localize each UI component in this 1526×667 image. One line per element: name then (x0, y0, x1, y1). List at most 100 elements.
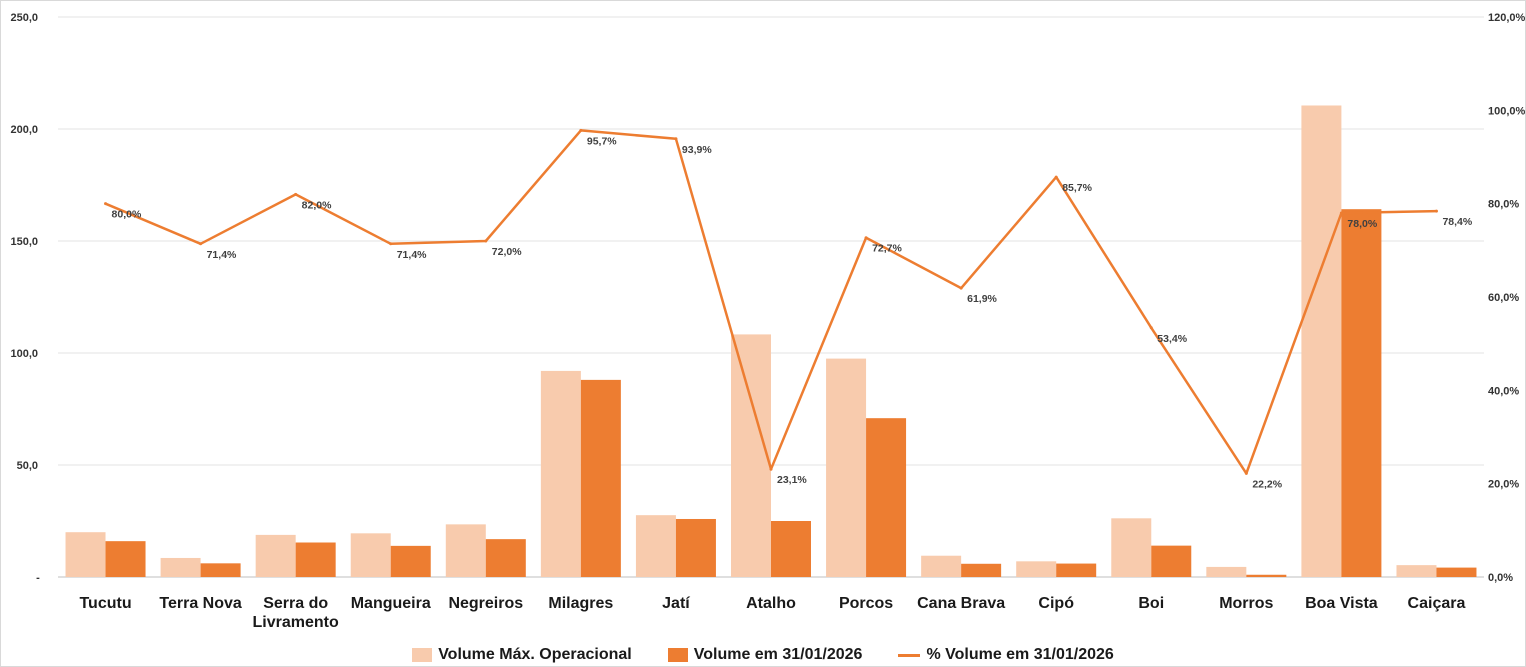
x-category-label: Atalho (746, 595, 796, 612)
data-label-percent: 72,0% (492, 246, 522, 258)
y-right-tick-label: 40,0% (1488, 385, 1519, 397)
data-label-percent: 78,4% (1442, 216, 1472, 228)
bar-max-volume (921, 555, 962, 577)
bar-current-volume (1246, 574, 1287, 577)
bar-current-volume (1151, 545, 1192, 577)
data-label-percent: 61,9% (967, 293, 997, 305)
y-left-tick-label: 250,0 (10, 12, 38, 24)
data-label-percent: 95,7% (587, 135, 617, 147)
y-right-tick-label: 0,0% (1488, 572, 1513, 584)
bar-max-volume (160, 557, 201, 577)
y-left-tick-label: 50,0 (17, 460, 38, 472)
bar-max-volume (826, 358, 867, 577)
x-category-label: Caiçara (1408, 595, 1466, 612)
line-point (864, 236, 868, 240)
line-point (294, 192, 298, 196)
data-label-percent: 71,4% (397, 249, 427, 261)
data-label-percent: 23,1% (777, 474, 807, 486)
bar-current-volume (1341, 209, 1382, 577)
bar-max-volume (540, 370, 581, 577)
legend-item-max-volume: Volume Máx. Operacional (412, 646, 632, 664)
bar-max-volume (65, 532, 106, 577)
y-right-tick-label: 100,0% (1488, 105, 1526, 117)
bar-max-volume (1016, 561, 1057, 577)
data-label-percent: 82,0% (302, 199, 332, 211)
data-labels: 80,0% 71,4% 82,0% 71,4% 72,0% 95,7% 93,9% 23,1%… (112, 135, 1473, 490)
bar-max-volume (635, 515, 676, 577)
x-category-label: Mangueira (351, 595, 431, 612)
y-left-tick-label: 100,0 (10, 348, 38, 360)
x-category-label: Milagres (548, 595, 613, 612)
x-category-label: Morros (1219, 595, 1273, 612)
bar-series (65, 105, 1477, 577)
bar-current-volume (675, 518, 716, 577)
line-point (1054, 175, 1058, 179)
data-label-percent: 93,9% (682, 144, 712, 156)
bar-current-volume (390, 545, 431, 577)
x-category-label: Terra Nova (159, 595, 242, 612)
bar-current-volume (961, 563, 1002, 577)
bar-current-volume (580, 379, 621, 577)
bar-max-volume (255, 534, 296, 577)
bar-current-volume (105, 541, 146, 577)
line-point (579, 128, 583, 132)
legend-label-percent-volume: % Volume em 31/01/2026 (926, 646, 1114, 663)
legend-item-percent-volume: % Volume em 31/01/2026 (898, 646, 1114, 664)
data-label-percent: 71,4% (207, 249, 237, 261)
y-left-tick-label: - (36, 572, 40, 584)
data-label-percent: 78,0% (1347, 218, 1377, 230)
bar-max-volume (731, 334, 771, 577)
data-label-percent: 22,2% (1252, 478, 1282, 490)
bar-max-volume (1396, 565, 1437, 577)
x-axis-categories: Tucutu Terra Nova Serra do Livramento Mangue… (79, 595, 1465, 631)
x-category-label: Boi (1138, 595, 1164, 612)
y-left-tick-label: 150,0 (10, 236, 38, 248)
legend-swatch-percent-volume (898, 653, 921, 657)
line-point (199, 242, 203, 246)
line-point (104, 202, 108, 206)
bar-current-volume (1056, 563, 1097, 577)
line-point (959, 286, 963, 290)
line-point (389, 242, 393, 246)
x-category-label: Negreiros (448, 595, 523, 612)
y-right-tick-label: 120,0% (1488, 12, 1526, 24)
line-point (1339, 211, 1343, 215)
bar-max-volume (1206, 566, 1247, 577)
data-label-percent: 85,7% (1062, 182, 1092, 194)
legend-label-current-volume: Volume em 31/01/2026 (693, 646, 863, 663)
legend-swatch-max-volume (412, 648, 433, 662)
line-point (484, 239, 488, 243)
bar-current-volume (1436, 567, 1477, 577)
data-label-percent: 72,7% (872, 243, 902, 255)
y-axis-left: - 50,0 100,0 150,0 200,0 250,0 (10, 12, 40, 584)
line-point (769, 467, 773, 471)
line-point (1434, 209, 1438, 213)
line-point (1244, 471, 1248, 475)
y-right-tick-label: 20,0% (1488, 479, 1519, 491)
bar-max-volume (350, 533, 391, 577)
bar-current-volume (866, 418, 907, 577)
data-label-percent: 53,4% (1157, 333, 1187, 345)
legend-label-max-volume: Volume Máx. Operacional (438, 646, 632, 663)
bar-max-volume (1301, 105, 1342, 577)
x-category-label: Tucutu (79, 595, 131, 612)
bar-current-volume (485, 539, 526, 577)
y-axis-right: 0,0% 20,0% 40,0% 60,0% 80,0% 100,0% 120,0% (1488, 12, 1526, 584)
x-category-label: Serra do Livramento (253, 595, 339, 631)
x-category-label: Cana Brava (917, 595, 1005, 612)
y-right-tick-label: 60,0% (1488, 292, 1519, 304)
bar-max-volume (445, 524, 486, 577)
bar-max-volume (1111, 518, 1152, 577)
legend-item-current-volume: Volume em 31/01/2026 (667, 646, 863, 664)
x-category-label: Porcos (839, 595, 893, 612)
bar-current-volume (200, 563, 241, 577)
y-right-tick-label: 80,0% (1488, 199, 1519, 211)
x-category-label: Jatí (662, 595, 690, 612)
legend: Volume Máx. Operacional Volume em 31/01/… (0, 643, 1526, 667)
line-point (1149, 326, 1153, 330)
combo-chart: - 50,0 100,0 150,0 200,0 250,0 0,0% 20,0% 40,0%… (10, 12, 1526, 631)
line-series (104, 128, 1438, 475)
bar-current-volume (771, 521, 811, 577)
legend-swatch-current-volume (667, 648, 688, 662)
y-left-tick-label: 200,0 (10, 124, 38, 136)
